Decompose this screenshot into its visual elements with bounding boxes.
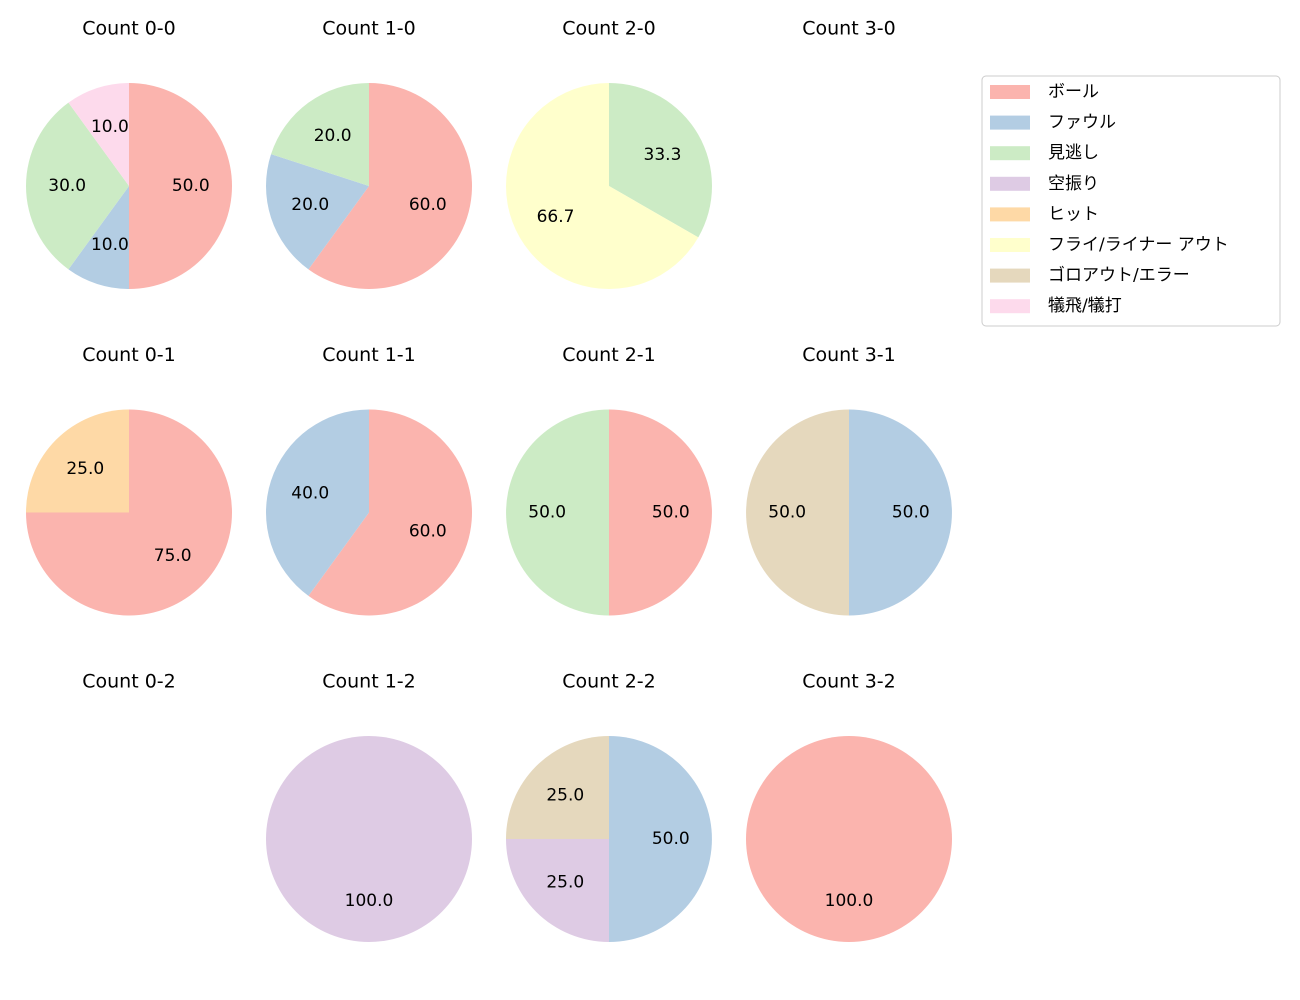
chart-title: Count 3-2 — [802, 671, 896, 693]
pie-wedge — [849, 409, 952, 616]
pie-wedge — [129, 83, 232, 289]
chart-title: Count 2-2 — [562, 671, 656, 693]
legend-label: ゴロアウト/エラー — [1048, 265, 1190, 286]
chart-title: Count 3-0 — [802, 18, 896, 40]
legend-swatch — [990, 176, 1030, 191]
value-label: 75.0 — [154, 546, 192, 566]
value-label: 33.3 — [644, 145, 682, 165]
legend-label: ボール — [1048, 82, 1099, 102]
value-label: 20.0 — [314, 126, 352, 146]
pie-wedge — [506, 409, 609, 616]
pie-wedge — [609, 409, 712, 616]
legend-swatch — [990, 299, 1030, 314]
chart-title: Count 1-1 — [322, 344, 416, 366]
legend-label: 見逃し — [1048, 143, 1099, 163]
pie-wedge — [266, 154, 369, 270]
pie-wedge — [266, 409, 369, 596]
chart-title: Count 0-0 — [82, 18, 176, 40]
legend-swatch — [990, 146, 1030, 161]
value-label: 30.0 — [48, 176, 86, 196]
legend-label: フライ/ライナー アウト — [1048, 235, 1229, 255]
legend-swatch — [990, 85, 1030, 99]
legend-swatch — [990, 238, 1030, 252]
value-label: 10.0 — [91, 117, 129, 137]
value-label: 50.0 — [768, 503, 806, 523]
pie-wedge — [68, 83, 129, 186]
chart-title: Count 0-2 — [82, 671, 176, 693]
pie-wedge — [506, 83, 699, 290]
chart-title: Count 1-2 — [322, 671, 416, 693]
value-label: 100.0 — [825, 891, 874, 911]
legend-label: ヒット — [1048, 204, 1099, 224]
pie-wedge — [308, 409, 473, 616]
chart-title: Count 1-0 — [322, 18, 416, 40]
chart-title: Count 2-1 — [562, 344, 656, 366]
chart-title: Count 0-1 — [82, 344, 176, 366]
legend-swatch — [990, 207, 1030, 222]
value-label: 60.0 — [409, 195, 447, 215]
value-label: 25.0 — [66, 459, 104, 479]
legend-label: 空振り — [1048, 174, 1099, 194]
pie-wedge — [26, 102, 130, 270]
value-label: 50.0 — [652, 503, 690, 523]
value-label: 50.0 — [892, 503, 930, 523]
pie-wedge — [308, 83, 473, 289]
pie-wedge — [506, 839, 609, 942]
legend-label: ファウル — [1048, 113, 1116, 133]
value-label: 20.0 — [291, 195, 329, 215]
pie-wedge — [68, 186, 129, 289]
value-label: 100.0 — [345, 891, 394, 911]
legend-swatch — [990, 115, 1030, 130]
pie-wedge — [609, 83, 712, 238]
value-label: 50.0 — [528, 503, 566, 523]
chart-title: Count 2-0 — [562, 18, 656, 40]
pie-wedge — [26, 409, 129, 513]
value-label: 66.7 — [537, 207, 575, 227]
legend-swatch — [990, 268, 1030, 283]
value-label: 25.0 — [546, 873, 584, 893]
value-label: 25.0 — [546, 785, 584, 805]
value-label: 50.0 — [172, 176, 210, 196]
legend-label: 犠飛/犠打 — [1048, 296, 1122, 316]
legend-box — [981, 75, 1281, 327]
pie-wedge — [746, 409, 849, 616]
value-label: 40.0 — [291, 483, 329, 503]
value-label: 50.0 — [652, 829, 690, 849]
pie-wedge — [746, 736, 952, 942]
pie-wedge — [506, 736, 609, 839]
value-label: 10.0 — [91, 235, 129, 255]
value-label: 60.0 — [409, 522, 447, 542]
pie-wedge — [271, 83, 369, 186]
pie-wedge — [609, 736, 712, 942]
chart-title: Count 3-1 — [802, 344, 896, 366]
pie-wedge — [266, 736, 472, 942]
